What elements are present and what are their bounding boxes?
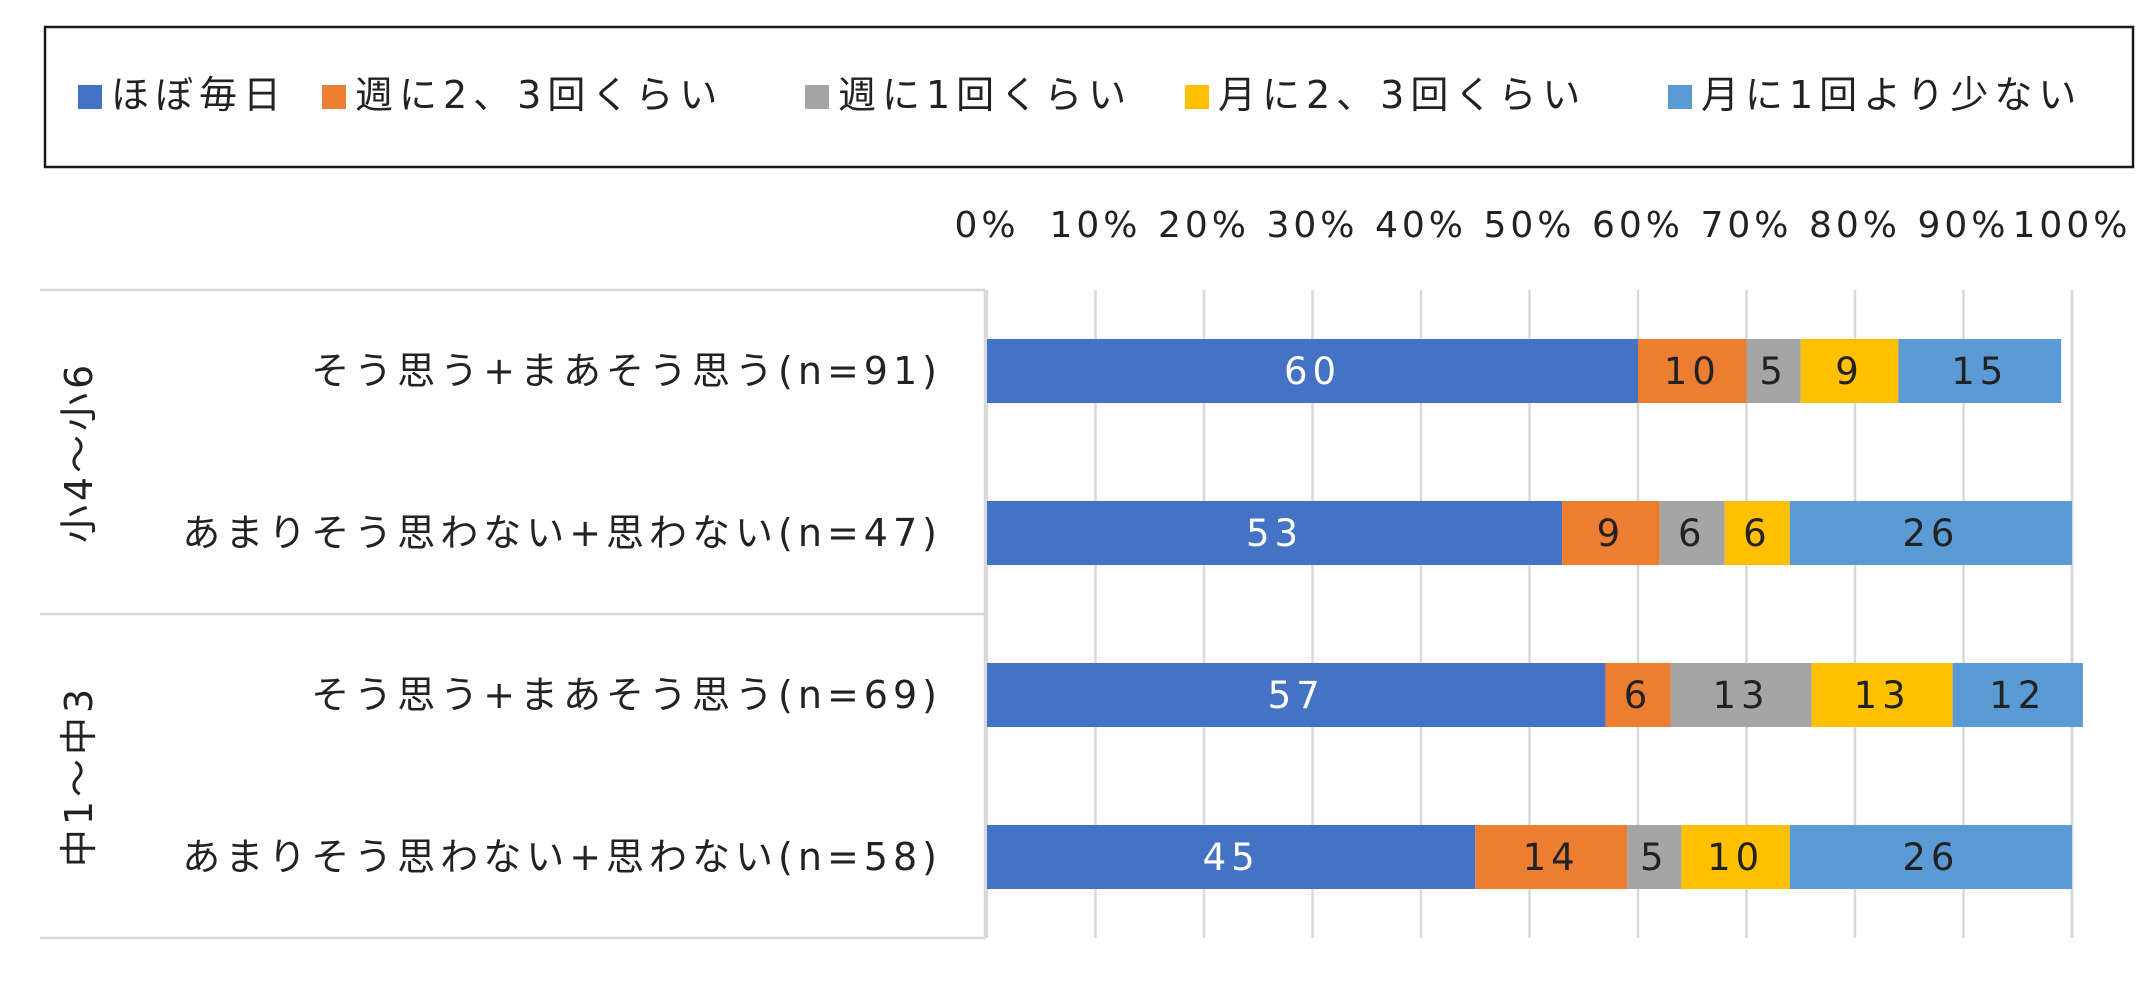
bar-segment <box>1670 663 1812 727</box>
bar-segment <box>1800 339 1899 403</box>
data-label: 14 <box>1523 836 1580 879</box>
x-tick-label: 40% <box>1375 205 1467 246</box>
bar-segment <box>1789 825 2072 889</box>
bar-segment <box>1811 663 1953 727</box>
x-tick-label: 100% <box>2013 205 2132 246</box>
x-tick-label: 90% <box>1917 205 2009 246</box>
category-label: そう思う+まあそう思う(n=69) <box>311 673 942 717</box>
bar-segment <box>1746 339 1801 403</box>
bar-segment <box>1659 501 1725 565</box>
legend-swatch <box>322 85 346 109</box>
x-tick-label: 30% <box>1266 205 1358 246</box>
x-tick-label: 50% <box>1483 205 1575 246</box>
bar-segment <box>1627 825 1682 889</box>
category-label: あまりそう思わない+思わない(n=47) <box>182 511 942 555</box>
data-label: 53 <box>1246 512 1303 555</box>
data-label: 5 <box>1640 836 1669 879</box>
bar-segment <box>1638 339 1747 403</box>
category-table: 小4〜小6 中1〜中3 そう思う+まあそう思う(n=91) あまりそう思わない+思わな… <box>40 288 2074 940</box>
data-label: 5 <box>1759 350 1788 393</box>
x-tick-label: 20% <box>1158 205 1250 246</box>
bars <box>987 339 2083 889</box>
data-label: 12 <box>1989 674 2046 717</box>
x-tick-label: 80% <box>1809 205 1901 246</box>
data-label: 9 <box>1597 512 1626 555</box>
legend-swatch <box>805 85 829 109</box>
bar-segment <box>1789 501 2072 565</box>
bar-segment <box>1562 501 1660 565</box>
bar-segment <box>987 501 1563 565</box>
data-label: 13 <box>1854 674 1911 717</box>
bar-segment <box>987 339 1638 403</box>
legend-swatch <box>1185 85 1209 109</box>
data-label: 26 <box>1902 512 1959 555</box>
data-label: 57 <box>1268 674 1325 717</box>
group-label: 中1〜中3 <box>57 685 101 867</box>
bar-segment <box>1952 663 2083 727</box>
legend-label: ほぼ毎日 <box>111 73 287 117</box>
legend-swatch <box>78 85 102 109</box>
group-label: 小4〜小6 <box>57 361 101 543</box>
data-label: 15 <box>1951 350 2008 393</box>
bar-segment <box>987 663 1606 727</box>
legend-label: 週に1回くらい <box>838 73 1132 117</box>
legend-swatch <box>1668 85 1692 109</box>
data-label: 60 <box>1284 350 1341 393</box>
data-label: 26 <box>1902 836 1959 879</box>
bar-segment <box>1898 339 2062 403</box>
data-label: 9 <box>1835 350 1864 393</box>
legend-border <box>43 25 2135 169</box>
bar-segment <box>1681 825 1790 889</box>
data-label: 10 <box>1664 350 1721 393</box>
x-tick-label: 70% <box>1700 205 1792 246</box>
x-axis-tick-labels: 0% 10% 20% 30% 40% 50% 60% 70% 80% 90% 100% <box>954 205 2132 246</box>
x-tick-label: 10% <box>1049 205 1141 246</box>
data-label: 10 <box>1707 836 1764 879</box>
bar-segment <box>1475 825 1628 889</box>
x-tick-label: 0% <box>954 205 1019 246</box>
data-label: 45 <box>1203 836 1260 879</box>
legend-label: 月に2、3回くらい <box>1218 73 1586 117</box>
bar-segment <box>1605 663 1671 727</box>
data-label: 6 <box>1743 512 1772 555</box>
x-tick-label: 60% <box>1592 205 1684 246</box>
category-label: あまりそう思わない+思わない(n=58) <box>182 835 942 879</box>
legend-label: 週に2、3回くらい <box>355 73 723 117</box>
bar-segment <box>987 825 1476 889</box>
data-label: 6 <box>1678 512 1707 555</box>
bar-segment <box>1724 501 1790 565</box>
data-label: 6 <box>1624 674 1653 717</box>
category-label: そう思う+まあそう思う(n=91) <box>311 349 942 393</box>
legend: ほぼ毎日 週に2、3回くらい 週に1回くらい 月に2、3回くらい 月に1回より少ない <box>43 25 2135 169</box>
data-label: 13 <box>1713 674 1770 717</box>
legend-label: 月に1回より少ない <box>1701 73 2082 117</box>
